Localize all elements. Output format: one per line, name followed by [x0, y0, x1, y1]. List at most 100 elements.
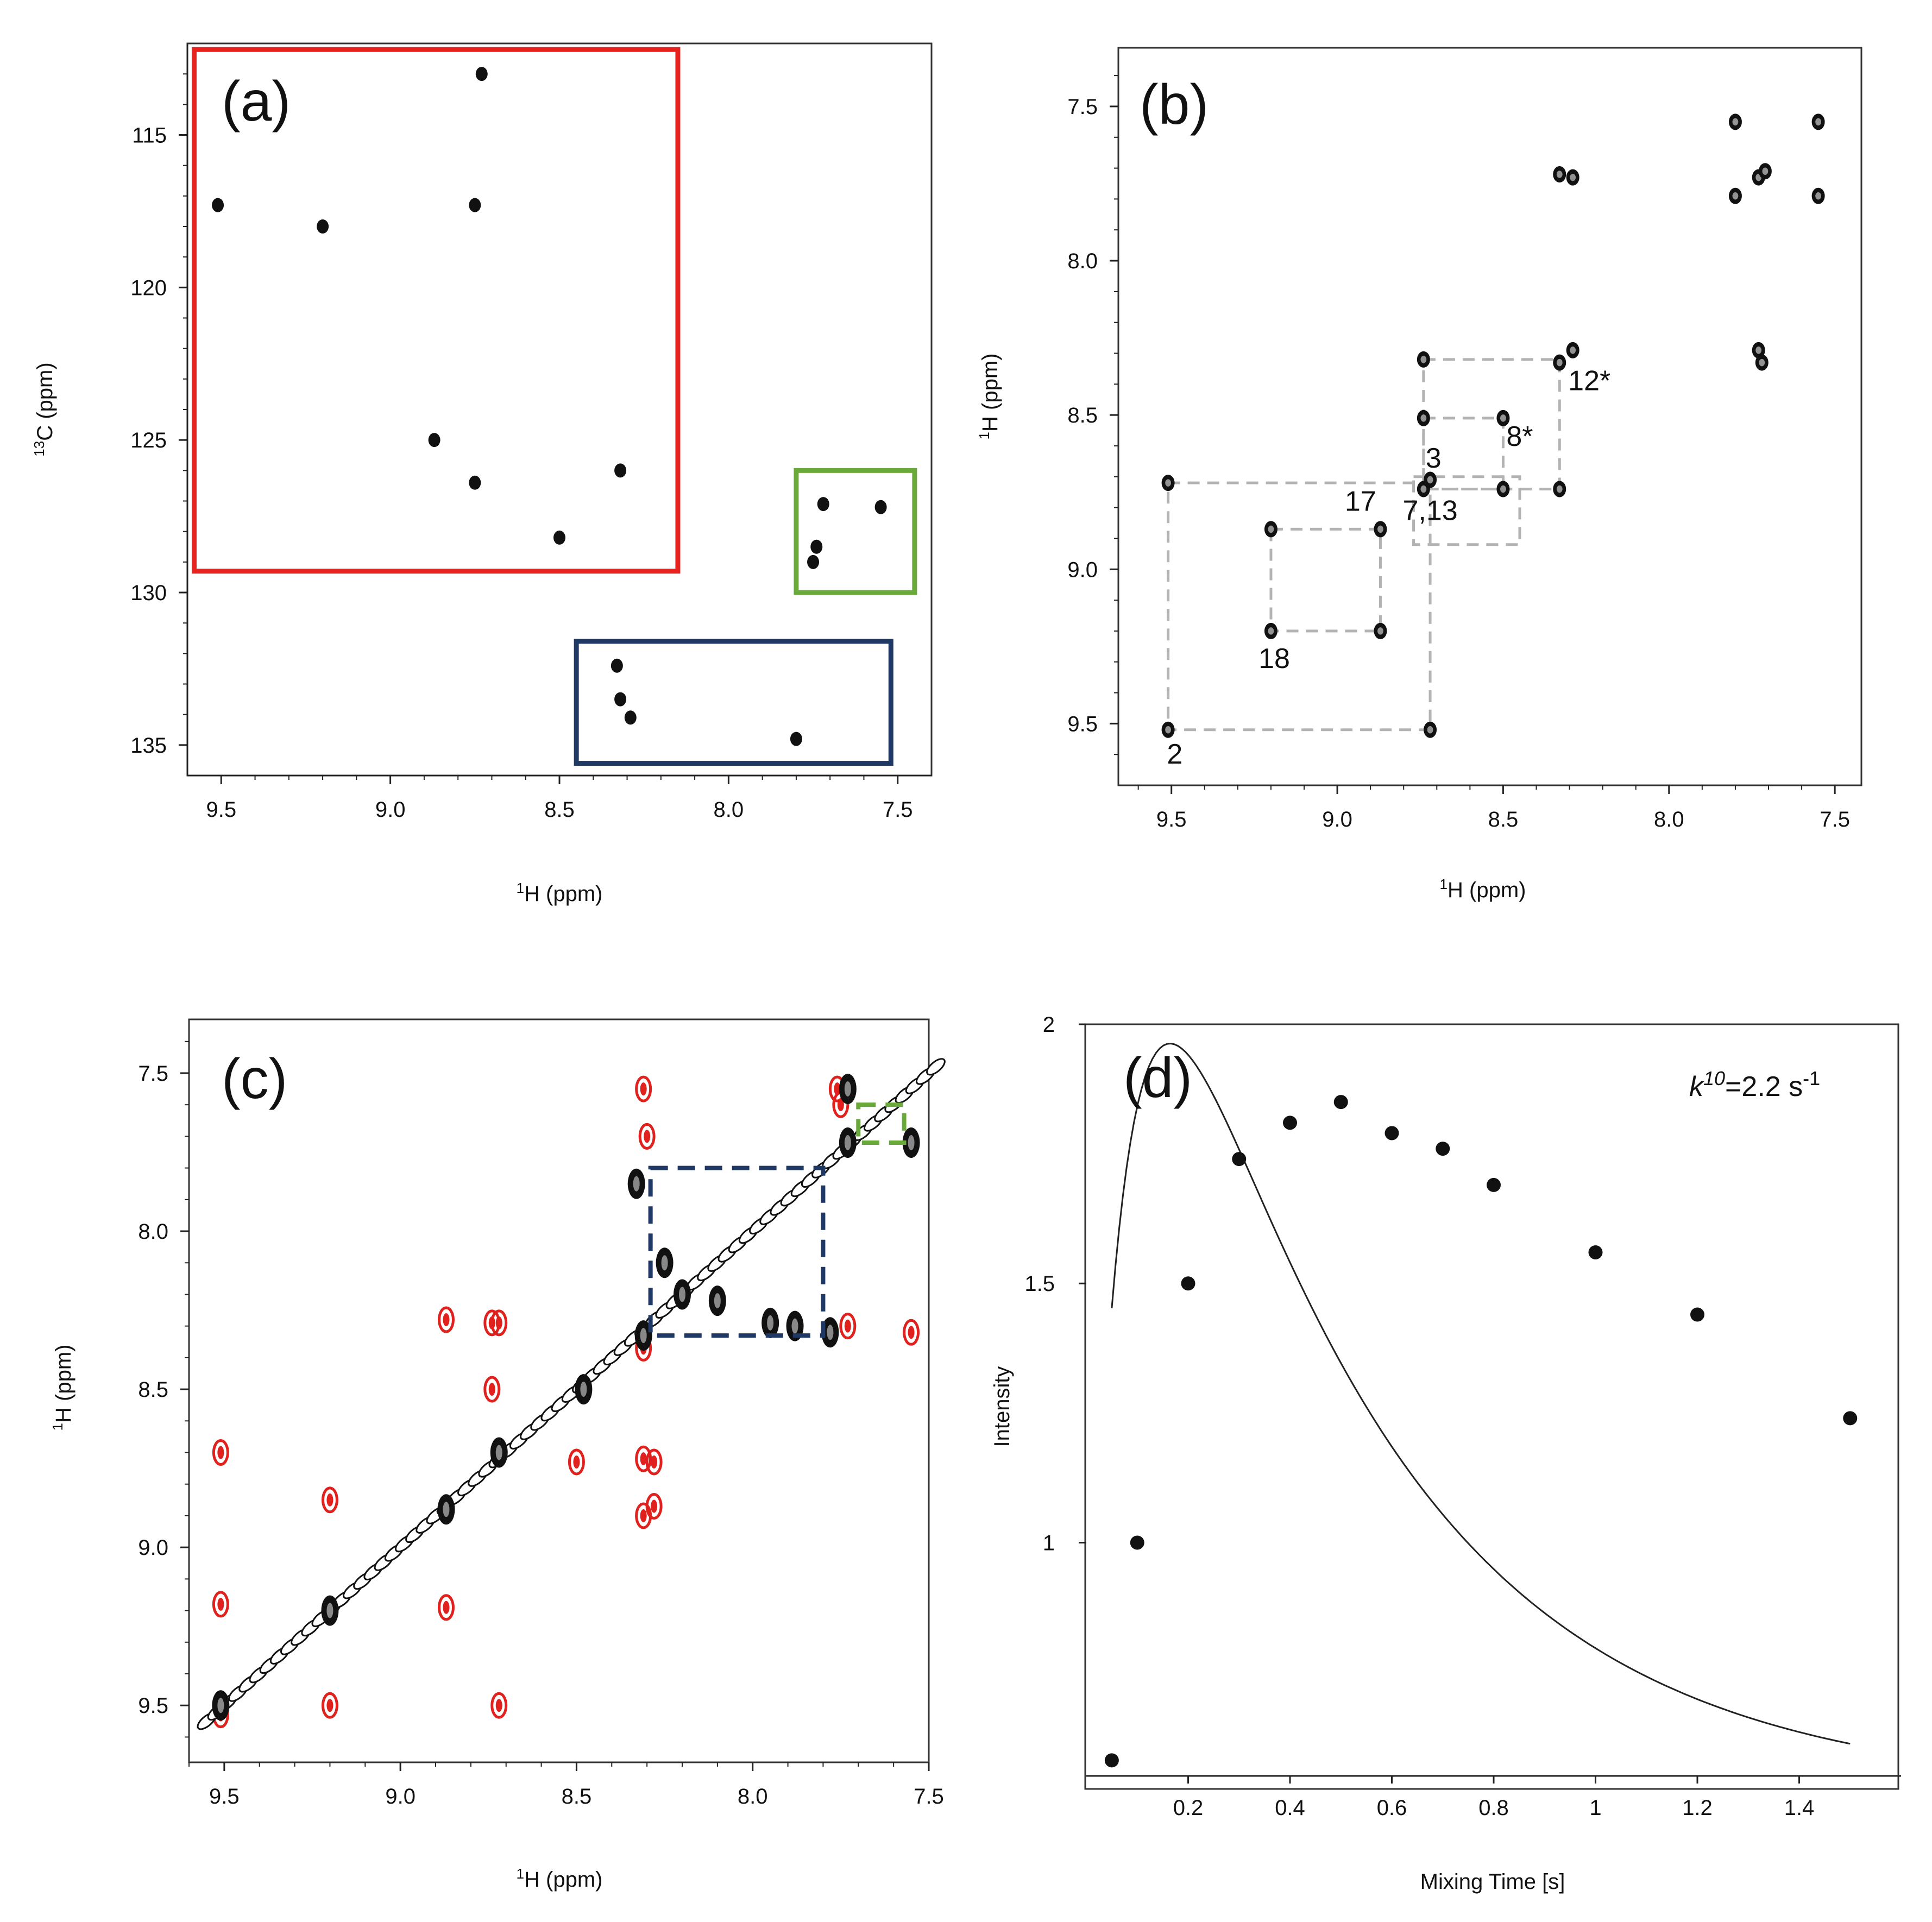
- panel-c-black-peak: [902, 1127, 920, 1158]
- panel-c-red-crosspeak: [635, 1075, 652, 1102]
- panel-c-y-axis-title: 1H (ppm): [49, 1345, 75, 1431]
- panel-b-y-tick-label: 7.5: [1067, 95, 1098, 119]
- panel-d-data-point: [1181, 1276, 1195, 1291]
- panel-c-y-tick-label: 7.5: [138, 1062, 168, 1086]
- panel-c-red-crosspeak: [212, 1439, 229, 1466]
- panel-a-peak: [469, 475, 481, 490]
- panel-c-y-tick-label: 9.0: [138, 1536, 168, 1560]
- panel-b-peak: [1728, 187, 1742, 204]
- panel-d-x-tick-label: 1: [1589, 1796, 1601, 1820]
- panel-d-data-point: [1104, 1753, 1119, 1768]
- panel-b-peak: [1424, 721, 1437, 738]
- panel-b-x-tick-label: 9.5: [1156, 808, 1187, 831]
- panel-c-black-peak: [634, 1320, 652, 1351]
- panel-b-peak: [1417, 409, 1430, 426]
- panel-a-peak: [817, 497, 829, 512]
- panel-b-peak: [1811, 187, 1825, 204]
- panel-a-x-tick-label: 8.0: [714, 798, 744, 822]
- panel-b-peak: [1811, 114, 1825, 130]
- panel-b-peak: [1161, 721, 1175, 738]
- panel-a-x-axis-title-sup: 1: [517, 880, 524, 896]
- panel-a-peak: [810, 539, 823, 554]
- panel-b-peak: [1264, 521, 1277, 538]
- panel-b-residue-label: 17: [1345, 486, 1376, 517]
- panel-b-y-tick-label: 8.5: [1067, 404, 1098, 427]
- panel-c-x-axis-title-sup: 1: [517, 1866, 524, 1882]
- panel-d-x-tick-label: 0.2: [1173, 1796, 1204, 1820]
- panel-c-x-tick-label: 7.5: [914, 1785, 944, 1808]
- rate-exponent: -1: [1803, 1067, 1820, 1089]
- panel-b-x-tick-label: 8.5: [1488, 808, 1519, 831]
- panel-c-black-peak: [490, 1437, 508, 1468]
- panel-a-peak: [469, 198, 481, 212]
- panel-b-peak: [1566, 169, 1579, 186]
- panel-d-data-point: [1588, 1245, 1603, 1259]
- panel-b-connectivity-box: [1422, 417, 1505, 491]
- panel-c-red-crosspeak: [839, 1313, 857, 1340]
- panel-c-black-peak: [674, 1279, 691, 1310]
- panel-b-peak: [1553, 354, 1566, 371]
- panel-d-data-point: [1385, 1126, 1399, 1140]
- panel-b-x-axis-title-sup: 1: [1440, 876, 1448, 892]
- panel-a-x-tick-label: 8.5: [544, 798, 575, 822]
- panel-b-residue-label: 3: [1426, 443, 1442, 474]
- panel-c-label: (c): [222, 1048, 287, 1111]
- panel-c-red-crosspeak: [212, 1591, 229, 1618]
- panel-b-peak: [1496, 481, 1510, 497]
- panel-b-tocsy-spectrum: 12* 8* 3 17 7,13 18 2 9.5 9.0 8.5 8.0 7.5 7.5 8.0 8.…: [976, 47, 1862, 902]
- panel-b-connectivity-box: [1412, 475, 1521, 546]
- panel-c-y-tick-label: 8.5: [138, 1378, 168, 1402]
- panel-a-x-axis-title-main: H (ppm): [524, 882, 602, 906]
- panel-b-label: (b): [1140, 73, 1209, 136]
- panel-b-peak: [1553, 481, 1566, 497]
- panel-d-x-tick-label: 0.6: [1377, 1796, 1407, 1820]
- panel-b-residue-label: 2: [1167, 739, 1182, 770]
- panel-b-residue-label: 7,13: [1402, 495, 1457, 526]
- panel-c-black-peak: [839, 1127, 857, 1158]
- panel-d-data-point: [1283, 1116, 1297, 1130]
- panel-d-data-point: [1130, 1535, 1144, 1550]
- panel-b-peak: [1374, 521, 1387, 538]
- panel-a-peak: [614, 692, 627, 707]
- panel-b-peak: [1728, 114, 1742, 130]
- panel-c-black-peak: [627, 1168, 645, 1199]
- panel-d-plot-frame: [1084, 1023, 1899, 1790]
- panel-b-x-tick-label: 8.0: [1654, 808, 1684, 831]
- panel-b-peak: [1758, 163, 1772, 180]
- panel-a-peak: [212, 198, 224, 212]
- panel-b-plot-frame: [1117, 47, 1862, 786]
- panel-b-peak: [1553, 166, 1566, 182]
- panel-a-plot-frame: [186, 42, 933, 777]
- panel-c-x-axis-title-main: H (ppm): [524, 1868, 602, 1892]
- panel-b-x-tick-label: 7.5: [1820, 808, 1850, 831]
- panel-b-residue-label: 18: [1258, 643, 1290, 675]
- panel-c-diagonal-contour: [926, 1058, 946, 1076]
- panel-a-y-axis-title: 13C (ppm): [31, 362, 57, 456]
- panel-c-red-crosspeak: [321, 1692, 338, 1719]
- panel-d-y-tick-label: 1.5: [1024, 1272, 1055, 1296]
- panel-c-black-peak: [762, 1307, 779, 1338]
- panel-b-peak: [1752, 342, 1765, 358]
- panel-c-black-peak: [212, 1690, 230, 1721]
- panel-c-dashed-box: [856, 1102, 907, 1145]
- panel-a-peak: [611, 658, 623, 673]
- panel-b-y-axis-title-sup: 1: [976, 432, 992, 439]
- panel-b-peak: [1496, 409, 1510, 426]
- panel-a-x-axis-title: 1H (ppm): [517, 880, 603, 906]
- panel-a-peak: [553, 530, 565, 545]
- panel-a-y-tick-label: 125: [130, 428, 167, 452]
- panel-a-peak: [614, 463, 627, 478]
- panel-d-data-point: [1436, 1142, 1450, 1156]
- panel-a-y-axis-title-main: C (ppm): [33, 362, 57, 440]
- panel-d-x-axis-title: Mixing Time [s]: [1420, 1870, 1565, 1894]
- panel-c-red-crosspeak: [490, 1692, 508, 1719]
- panel-a-peak: [317, 219, 329, 234]
- panel-d-rate-annotation: k10=2.2 s-1: [1689, 1067, 1820, 1103]
- panel-d-data-point: [1333, 1095, 1348, 1110]
- panel-b-residue-label: 8*: [1506, 421, 1533, 452]
- panel-a-y-tick-label: 135: [130, 734, 167, 758]
- panel-b-y-axis-title-main: H (ppm): [978, 354, 1002, 432]
- rate-value: =2.2 s: [1725, 1071, 1803, 1102]
- panel-d-data-point: [1487, 1177, 1501, 1192]
